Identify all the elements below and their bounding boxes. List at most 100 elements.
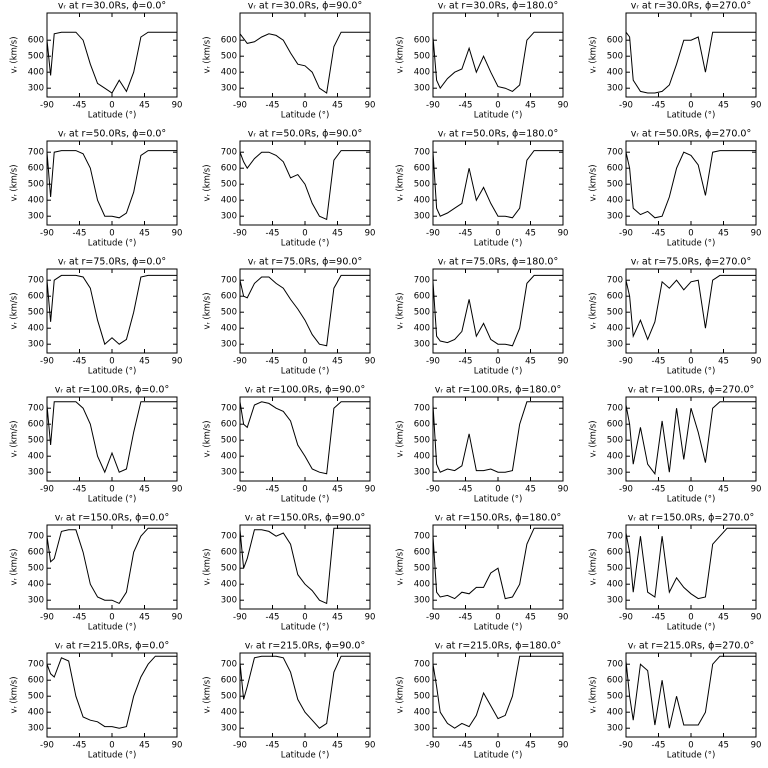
panel-title: vᵣ at r=30.0Rs, ϕ=270.0° bbox=[631, 1, 751, 12]
y-tick-label: 400 bbox=[607, 580, 623, 590]
x-tick-label: -45 bbox=[266, 101, 280, 111]
y-tick-label: 300 bbox=[414, 212, 430, 222]
y-tick-label: 700 bbox=[221, 276, 237, 286]
y-tick-label: 500 bbox=[221, 692, 237, 702]
x-axis-label: Latitude (°) bbox=[281, 751, 330, 761]
x-axis-label: Latitude (°) bbox=[667, 751, 716, 761]
data-line bbox=[432, 655, 563, 729]
x-tick-label: -45 bbox=[652, 741, 666, 751]
x-tick-label: 90 bbox=[172, 741, 183, 751]
y-tick-label: 300 bbox=[414, 724, 430, 734]
x-tick-label: -90 bbox=[233, 485, 247, 495]
y-tick-label: 700 bbox=[221, 532, 237, 542]
panel-title: vᵣ at r=150.0Rs, ϕ=90.0° bbox=[245, 513, 365, 524]
data-line bbox=[239, 527, 370, 605]
plot-frame bbox=[239, 12, 371, 98]
x-tick-label: 90 bbox=[751, 101, 762, 111]
y-tick-label: 700 bbox=[28, 276, 44, 286]
y-tick-label: 500 bbox=[28, 308, 44, 318]
x-tick-label: -90 bbox=[233, 613, 247, 623]
x-tick-label: -45 bbox=[652, 229, 666, 239]
x-tick-label: 0 bbox=[109, 485, 114, 495]
x-tick-label: 90 bbox=[558, 229, 569, 239]
x-tick-label: 90 bbox=[172, 485, 183, 495]
plot-frame bbox=[46, 652, 178, 738]
x-tick-label: 0 bbox=[688, 229, 693, 239]
y-tick-label: 300 bbox=[28, 84, 44, 94]
x-axis-label: Latitude (°) bbox=[88, 623, 137, 633]
x-tick-label: 90 bbox=[365, 741, 376, 751]
panel-title: vᵣ at r=50.0Rs, ϕ=0.0° bbox=[58, 129, 166, 140]
y-tick-label: 600 bbox=[28, 548, 44, 558]
x-tick-label: 90 bbox=[751, 229, 762, 239]
x-tick-label: -90 bbox=[233, 357, 247, 367]
x-tick-label: -90 bbox=[619, 357, 633, 367]
y-tick-label: 500 bbox=[28, 52, 44, 62]
x-tick-label: 45 bbox=[525, 741, 536, 751]
x-axis-label: Latitude (°) bbox=[474, 111, 523, 121]
panel-title: vᵣ at r=50.0Rs, ϕ=180.0° bbox=[438, 129, 558, 140]
x-tick-label: 0 bbox=[688, 741, 693, 751]
panel-title: vᵣ at r=75.0Rs, ϕ=180.0° bbox=[438, 257, 558, 268]
plot-frame bbox=[432, 396, 564, 482]
x-axis-label: Latitude (°) bbox=[474, 751, 523, 761]
x-tick-label: -45 bbox=[652, 357, 666, 367]
y-tick-label: 600 bbox=[28, 36, 44, 46]
y-tick-label: 700 bbox=[607, 404, 623, 414]
plot-frame bbox=[239, 396, 371, 482]
x-tick-label: -45 bbox=[73, 485, 87, 495]
x-tick-label: 0 bbox=[495, 101, 500, 111]
x-tick-label: 0 bbox=[495, 613, 500, 623]
y-tick-label: 500 bbox=[221, 564, 237, 574]
x-tick-label: 0 bbox=[688, 357, 693, 367]
y-tick-label: 700 bbox=[28, 660, 44, 670]
x-tick-label: 90 bbox=[751, 485, 762, 495]
y-tick-label: 600 bbox=[28, 420, 44, 430]
data-line bbox=[239, 401, 370, 475]
x-tick-label: 45 bbox=[718, 357, 729, 367]
x-tick-label: -90 bbox=[233, 101, 247, 111]
x-tick-label: -45 bbox=[266, 741, 280, 751]
x-axis-label: Latitude (°) bbox=[88, 367, 137, 377]
x-tick-label: 90 bbox=[172, 613, 183, 623]
y-tick-label: 700 bbox=[221, 148, 237, 158]
data-line bbox=[46, 655, 177, 729]
y-axis-label: vᵣ (km/s) bbox=[10, 292, 20, 329]
y-tick-label: 700 bbox=[607, 660, 623, 670]
x-tick-label: 90 bbox=[558, 741, 569, 751]
y-axis-label: vᵣ (km/s) bbox=[396, 420, 406, 457]
x-tick-label: 0 bbox=[495, 229, 500, 239]
y-tick-label: 400 bbox=[28, 452, 44, 462]
y-tick-label: 400 bbox=[414, 324, 430, 334]
panel-title: vᵣ at r=150.0Rs, ϕ=0.0° bbox=[55, 513, 169, 524]
panel-title: vᵣ at r=215.0Rs, ϕ=270.0° bbox=[628, 641, 755, 652]
x-tick-label: -90 bbox=[619, 101, 633, 111]
x-tick-label: -90 bbox=[426, 485, 440, 495]
x-tick-label: 45 bbox=[525, 485, 536, 495]
plot-frame bbox=[46, 396, 178, 482]
y-tick-label: 400 bbox=[28, 708, 44, 718]
x-tick-label: -90 bbox=[40, 229, 54, 239]
x-tick-label: 0 bbox=[688, 485, 693, 495]
x-tick-label: -45 bbox=[652, 613, 666, 623]
y-axis-label: vᵣ (km/s) bbox=[203, 420, 213, 457]
y-tick-label: 400 bbox=[221, 68, 237, 78]
x-tick-label: 90 bbox=[751, 357, 762, 367]
y-tick-label: 300 bbox=[607, 340, 623, 350]
x-tick-label: 90 bbox=[558, 485, 569, 495]
x-tick-label: 45 bbox=[718, 741, 729, 751]
panel-title: vᵣ at r=150.0Rs, ϕ=270.0° bbox=[628, 513, 755, 524]
y-tick-label: 700 bbox=[414, 404, 430, 414]
x-tick-label: -45 bbox=[459, 357, 473, 367]
x-tick-label: -90 bbox=[40, 101, 54, 111]
y-tick-label: 400 bbox=[414, 452, 430, 462]
y-tick-label: 700 bbox=[414, 532, 430, 542]
plot-frame bbox=[46, 12, 178, 98]
y-tick-label: 600 bbox=[607, 292, 623, 302]
x-tick-label: -90 bbox=[40, 357, 54, 367]
data-line bbox=[239, 31, 370, 94]
x-tick-label: 90 bbox=[172, 101, 183, 111]
y-axis-label: vᵣ (km/s) bbox=[203, 548, 213, 585]
y-tick-label: 600 bbox=[607, 164, 623, 174]
y-axis-label: vᵣ (km/s) bbox=[203, 164, 213, 201]
